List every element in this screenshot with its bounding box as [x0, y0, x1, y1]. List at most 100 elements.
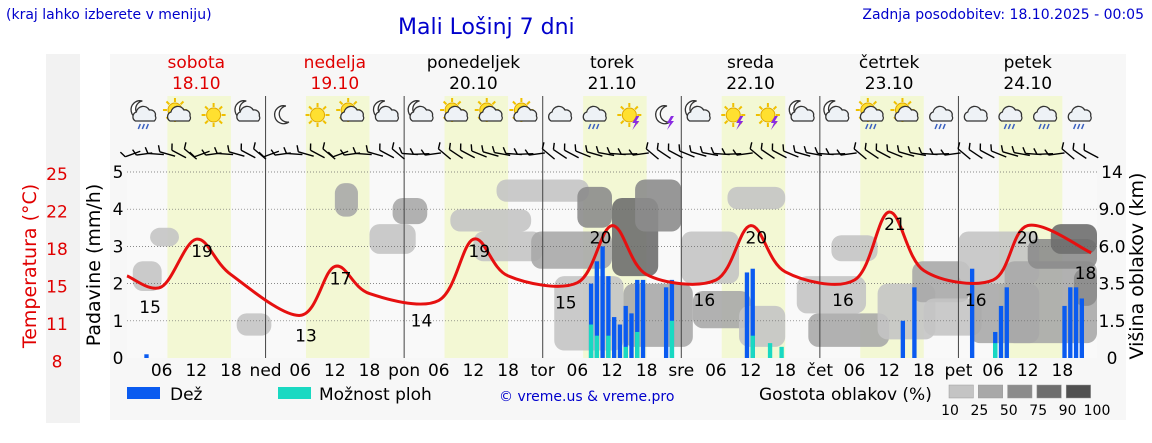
cloud-rain-icon [1067, 105, 1092, 130]
wind-barb [459, 143, 476, 159]
wind-barb [929, 148, 950, 155]
cloud-density-patch [236, 313, 272, 336]
legend-density-title: Gostota oblakov (%) [759, 385, 932, 405]
wind-barb [552, 142, 568, 160]
legend-density-swatch [1036, 384, 1062, 399]
temperature-label: 14 [411, 311, 433, 331]
temperature-tick: 22 [46, 203, 68, 223]
hour-tick: 06 [428, 361, 450, 381]
day-name: četrtek [859, 53, 920, 73]
wind-barb [864, 142, 879, 160]
wind-barb [585, 145, 603, 157]
shower-bar [669, 320, 675, 358]
cloud-density-patch [808, 313, 890, 347]
cloud-sun-icon [509, 98, 538, 122]
shower-bar [635, 331, 640, 358]
cloud-height-tick: 14 [1101, 163, 1123, 183]
wind-barb [365, 145, 384, 157]
wind-barb [875, 143, 891, 159]
temperature-label: 15 [555, 294, 577, 314]
wind-barb [760, 142, 775, 160]
rain-bar [629, 313, 634, 358]
shower-bar [588, 324, 594, 358]
wind-barb [252, 142, 267, 160]
cloud-height-tick: 0 [1107, 349, 1118, 369]
daylight-band [305, 96, 370, 358]
rain-bar [912, 287, 917, 358]
sun-thunder-icon [617, 103, 642, 130]
temperature-label: 19 [191, 242, 213, 262]
cloud-density-patch [831, 235, 878, 262]
precip-axis-label: Padavine (mm/h) [83, 184, 105, 347]
region-hint[interactable]: (kraj lahko izberete v meniju) [6, 7, 212, 23]
shower-bar [750, 335, 755, 358]
wind-barb [322, 142, 336, 160]
cloud-density-patch [150, 227, 179, 247]
cloud-rain-icon [929, 105, 954, 130]
legend-density-swatch [1065, 384, 1091, 399]
cloud-density-patch [727, 186, 786, 210]
wind-barb [119, 150, 141, 158]
sun-cloud-icon [336, 98, 365, 122]
cloud-density-patch [692, 291, 751, 329]
temperature-label: 21 [884, 215, 906, 235]
precip-tick: 3 [113, 237, 124, 257]
cloud-height-tick: 6.0 [1098, 237, 1125, 257]
rain-bar [635, 279, 640, 358]
wind-barb [721, 148, 742, 155]
cloud-density-patch [392, 198, 428, 225]
temperature-label: 15 [139, 298, 161, 318]
wind-barb [957, 142, 971, 160]
precip-tick: 1 [113, 312, 124, 332]
hour-tick: 06 [567, 361, 589, 381]
wind-barb [595, 145, 615, 157]
day-abbr-tick: pon [388, 361, 420, 381]
legend-density-step: 90 [1059, 403, 1077, 419]
hour-tick: 12 [324, 361, 346, 381]
rain-bar [640, 279, 646, 358]
cloud-height-tick: 9.0 [1098, 200, 1125, 220]
temperature-line [126, 210, 1092, 317]
temperature-label: 13 [295, 326, 317, 346]
wind-barb [628, 149, 649, 156]
wind-barb [258, 150, 280, 158]
hour-tick: 18 [1052, 361, 1074, 381]
temperature-label: 20 [746, 229, 768, 249]
day-date: 18.10 [172, 74, 221, 94]
wind-barb [183, 142, 198, 160]
wind-barb [968, 142, 983, 160]
cloud-density-patch [681, 231, 740, 284]
cloud-density-patch [635, 179, 682, 232]
wind-barb [1072, 142, 1087, 160]
wind-barb [836, 149, 857, 156]
hour-tick: 12 [878, 361, 900, 381]
temperature-label: 19 [468, 242, 490, 262]
wind-barb [1083, 143, 1099, 159]
wind-barb [853, 142, 867, 160]
precip-tick: 2 [113, 275, 124, 295]
wind-barb [732, 149, 753, 156]
wind-barb [688, 145, 707, 157]
temperature-label: 20 [1017, 229, 1039, 249]
hour-tick: 18 [497, 361, 519, 381]
rain-bar [600, 246, 605, 358]
cloud-moon-icon [823, 100, 850, 122]
legend-density-swatch [948, 384, 974, 399]
cloud-rain-icon [582, 105, 607, 130]
temperature-label: 18 [1075, 264, 1097, 284]
legend-density-swatch [978, 384, 1003, 399]
shower-bar [993, 343, 998, 358]
temperature-label: 16 [694, 291, 716, 311]
moon-icon [273, 105, 290, 125]
wind-barb [803, 145, 823, 157]
wind-barb [309, 143, 325, 159]
sun-icon [201, 103, 226, 127]
wind-barb [283, 146, 303, 156]
day-date: 21.10 [588, 74, 637, 94]
hour-tick: 06 [982, 361, 1004, 381]
legend-density-step: 100 [1084, 403, 1111, 419]
cloud-height-tick: 3.5 [1098, 275, 1125, 295]
rain-bar [1068, 287, 1073, 358]
wind-barb [448, 142, 464, 160]
